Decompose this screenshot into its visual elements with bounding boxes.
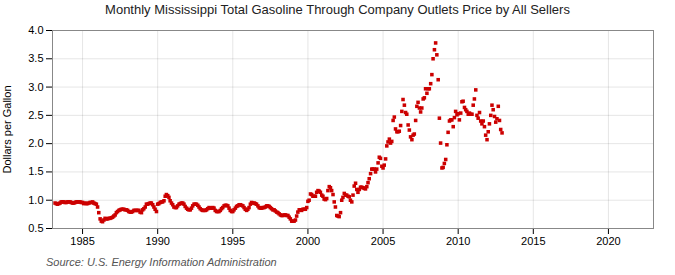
svg-text:2020: 2020 — [596, 235, 620, 247]
svg-text:2010: 2010 — [446, 235, 470, 247]
svg-text:Dollars per Gallon: Dollars per Gallon — [1, 85, 13, 173]
html-text:Source: U.S. Energy Informatio: Source: U.S. Energy Information Administ… — [46, 256, 277, 268]
svg-text:0.5: 0.5 — [28, 222, 43, 234]
svg-text:3.0: 3.0 — [28, 81, 43, 93]
svg-text:2.0: 2.0 — [28, 137, 43, 149]
html-text:Monthly Mississippi Total Gaso: Monthly Mississippi Total Gasoline Throu… — [105, 2, 570, 17]
svg-text:2.5: 2.5 — [28, 109, 43, 121]
svg-text:3.5: 3.5 — [28, 52, 43, 64]
svg-text:2000: 2000 — [296, 235, 320, 247]
svg-text:1995: 1995 — [221, 235, 245, 247]
svg-text:2015: 2015 — [521, 235, 545, 247]
svg-text:1.5: 1.5 — [28, 165, 43, 177]
svg-text:1.0: 1.0 — [28, 194, 43, 206]
svg-text:2005: 2005 — [371, 235, 395, 247]
svg-text:1990: 1990 — [145, 235, 169, 247]
svg-text:1985: 1985 — [70, 235, 94, 247]
svg-text:4.0: 4.0 — [28, 24, 43, 36]
